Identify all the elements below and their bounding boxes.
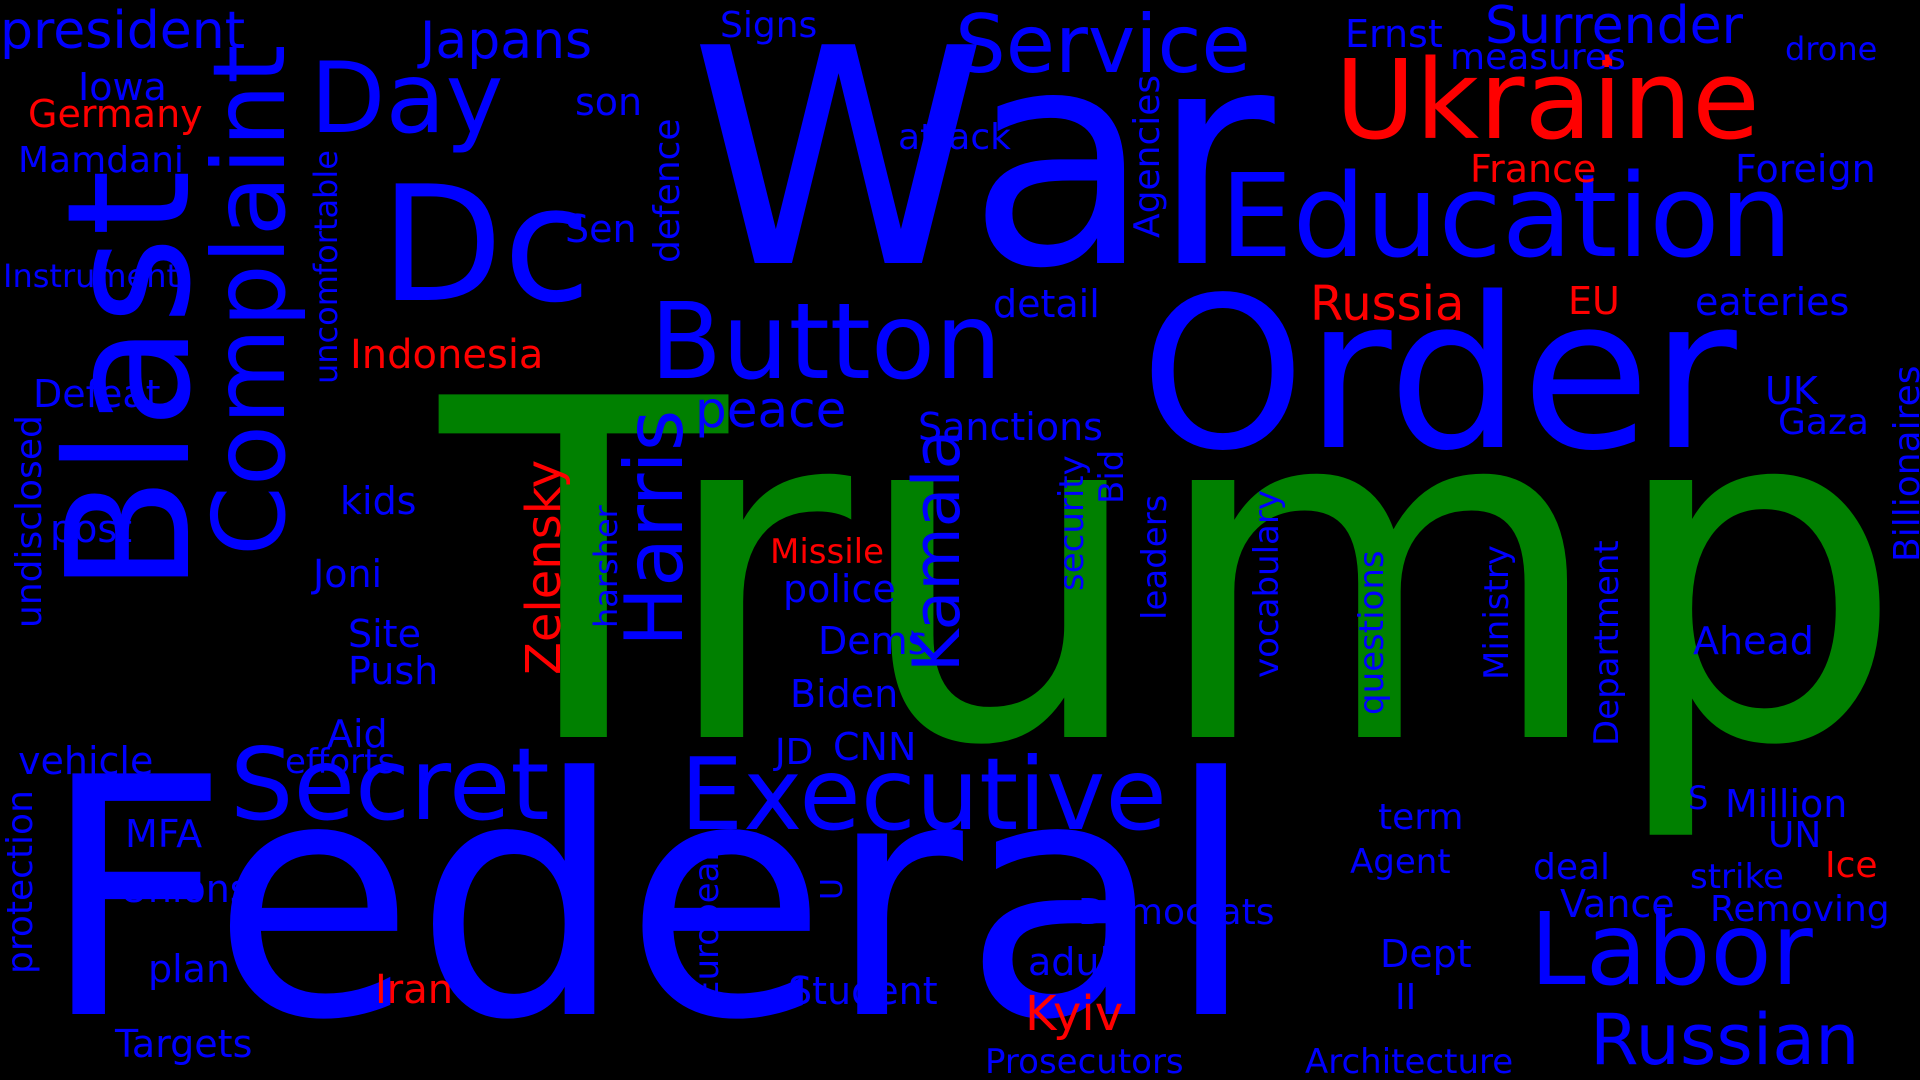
word: kids [340, 479, 417, 523]
word: Executive [680, 736, 1167, 853]
word: UN [1768, 815, 1822, 856]
word: Gaza [1778, 402, 1869, 443]
word: Education [1220, 150, 1793, 284]
word: security [1052, 455, 1092, 591]
word: term [1378, 797, 1464, 838]
word: Sen [565, 207, 637, 251]
word: Dc [380, 151, 592, 338]
word: peace [695, 381, 847, 439]
word: Ernst [1345, 12, 1443, 56]
word: Harris [608, 410, 701, 648]
word: strike [1690, 857, 1784, 897]
word: leaders [1135, 495, 1175, 621]
word: post [50, 507, 133, 551]
word: Democrats [1078, 892, 1275, 933]
word: detail [993, 282, 1100, 326]
word: Japans [420, 11, 593, 71]
word: Agencies [1127, 75, 1168, 239]
word: protection [0, 790, 41, 974]
word: Ministry [1477, 545, 1517, 680]
word: plan [148, 947, 231, 991]
word: Russia [1310, 276, 1465, 332]
word: Complaint [191, 45, 308, 557]
word: Mamdani [18, 140, 184, 181]
word: Germany [28, 92, 203, 136]
word: War [690, 0, 1275, 334]
word: CNN [833, 725, 917, 769]
word: UK [1765, 369, 1818, 413]
word: defence [647, 118, 688, 263]
word: Million [1725, 782, 1848, 826]
word: efforts [285, 742, 396, 782]
word: European [687, 840, 727, 1002]
word: Sanctions [918, 405, 1103, 449]
word: Defeat [33, 372, 161, 416]
word: Iran [375, 967, 454, 1013]
word: Unions [120, 867, 250, 911]
word: Agent [1350, 842, 1451, 882]
word: Dept [1380, 932, 1472, 976]
word: vocabulary [1247, 490, 1287, 678]
word: Biden [790, 672, 899, 716]
word: Button [650, 281, 1002, 403]
word: adult [1028, 940, 1125, 984]
word: MFA [125, 812, 203, 856]
word: Dems [818, 619, 928, 663]
word: Labor [1530, 891, 1813, 1008]
word: harsher [587, 505, 625, 628]
word: Russian [1590, 999, 1860, 1080]
word: son [575, 80, 643, 124]
word: EU [1568, 279, 1620, 323]
word: president [0, 1, 246, 61]
word: Missile [770, 532, 885, 572]
word: police [783, 567, 896, 611]
word: Kyiv [1025, 986, 1124, 1042]
word: Joni [313, 552, 383, 596]
word: Surrender [1485, 0, 1743, 56]
word: Secret [230, 726, 550, 843]
word: questions [1352, 550, 1392, 715]
word: Iowa [78, 65, 167, 109]
word: attack [898, 117, 1011, 158]
word: drone [1785, 30, 1878, 68]
word: Site [348, 612, 421, 656]
word: Architecture [1305, 1042, 1514, 1080]
word: Ice [1825, 845, 1878, 886]
word: deal [1533, 847, 1611, 888]
word: Bid [1092, 450, 1132, 505]
word: JD [775, 732, 814, 773]
word: Trump [440, 301, 1906, 848]
word: vehicle [18, 739, 154, 783]
word: Instrument [3, 257, 180, 295]
word: Signs [720, 5, 818, 46]
word: Federal [40, 708, 1257, 1080]
word: France [1470, 147, 1597, 191]
word: Order [1140, 252, 1737, 497]
word: Indonesia [350, 332, 544, 378]
word: Vance [1560, 882, 1675, 926]
word: eateries [1695, 280, 1850, 324]
word: U [815, 878, 850, 900]
word: Targets [115, 1022, 253, 1066]
word: Department [1587, 540, 1627, 746]
word: Ahead [1693, 619, 1814, 663]
word: Removing [1710, 889, 1890, 930]
word: undisclosed [9, 415, 50, 628]
word: Zelensky [516, 460, 572, 676]
word: Push [348, 649, 439, 693]
word: Foreign [1735, 147, 1876, 191]
word: Prosecutors [985, 1042, 1184, 1080]
word: Aid [327, 712, 388, 756]
word: II [1395, 977, 1417, 1018]
word: Service [955, 0, 1251, 91]
word: S [1688, 779, 1709, 817]
word: measures [1450, 37, 1626, 78]
word: Ukraine [1335, 36, 1760, 164]
word: Billionaires [1887, 365, 1920, 562]
word: Day [310, 42, 504, 156]
word: Student [788, 969, 938, 1013]
word: uncomfortable [307, 150, 345, 384]
